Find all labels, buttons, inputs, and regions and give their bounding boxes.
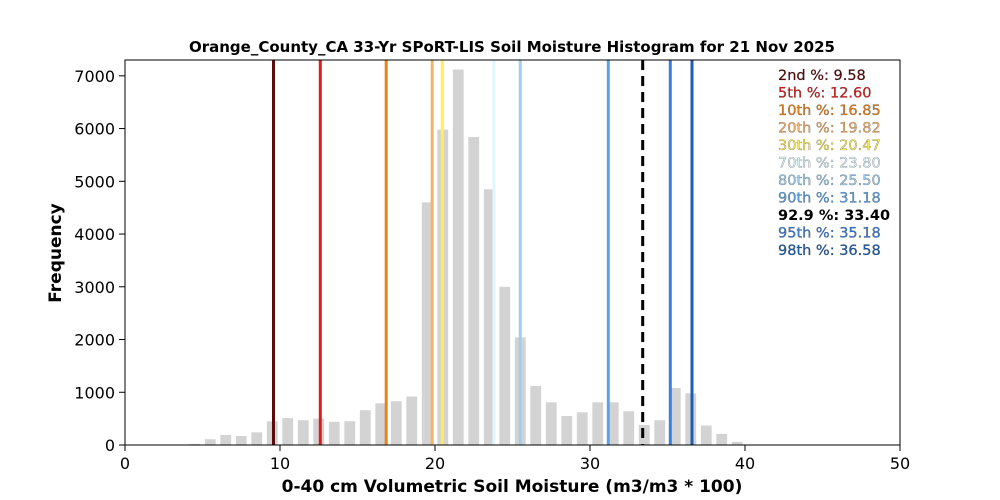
histogram-bar <box>390 401 402 445</box>
histogram-bar <box>313 418 325 445</box>
plot-frame <box>124 59 901 446</box>
histogram-bar <box>235 436 247 445</box>
x-tick-label: 50 <box>890 454 910 473</box>
histogram-bar <box>220 434 232 445</box>
y-axis-title: Frequency <box>46 203 66 303</box>
legend-entry: 92.9 %: 33.40 <box>778 208 890 224</box>
histogram-bar <box>669 388 681 445</box>
x-tick-label: 30 <box>580 454 600 473</box>
percentile-lines-layer <box>271 60 694 445</box>
legend-entry: 90th %: 31.18 <box>778 191 881 207</box>
histogram-bar <box>576 412 588 445</box>
legend-entry: 10th %: 16.85 <box>778 103 881 119</box>
histogram-bar <box>359 410 371 445</box>
histogram-bar <box>592 402 604 445</box>
legend-entry: 70th %: 23.80 <box>778 156 881 172</box>
legend-entry: 98th %: 36.58 <box>778 243 881 259</box>
histogram-bar <box>638 424 650 445</box>
histogram-bar <box>344 421 356 445</box>
x-tick-label: 40 <box>735 454 755 473</box>
x-axis-title: 0-40 cm Volumetric Soil Moisture (m3/m3 … <box>282 477 743 497</box>
histogram-bar <box>406 396 418 445</box>
histogram-bar <box>545 402 557 445</box>
y-axis-ticks: 0 1000 2000 3000 4000 5000 6000 7000 <box>74 67 125 455</box>
x-tick-label: 10 <box>270 454 290 473</box>
histogram-bar <box>421 202 433 445</box>
y-tick-label: 0 <box>105 436 115 455</box>
y-tick-label: 7000 <box>74 67 115 86</box>
y-tick-label: 2000 <box>74 331 115 350</box>
histogram-bar <box>530 385 542 445</box>
histogram-bar <box>700 425 712 445</box>
chart-title: Orange_County_CA 33-Yr SPoRT-LIS Soil Mo… <box>189 38 835 56</box>
x-tick-label: 20 <box>425 454 445 473</box>
histogram-bar <box>297 420 309 445</box>
legend-entry: 5th %: 12.60 <box>778 86 872 102</box>
histogram-bar <box>607 402 619 445</box>
histogram-bar <box>499 286 511 445</box>
histogram-bar <box>561 415 573 445</box>
histogram-bar <box>468 137 480 445</box>
y-tick-label: 4000 <box>74 225 115 244</box>
y-tick-label: 5000 <box>74 172 115 191</box>
legend-entry: 95th %: 35.18 <box>778 226 881 242</box>
histogram-bar <box>623 411 635 445</box>
y-tick-label: 3000 <box>74 278 115 297</box>
histogram-bar <box>375 403 387 445</box>
histogram-bar <box>189 443 201 445</box>
x-axis-ticks: 0 10 20 30 40 50 <box>120 445 910 473</box>
legend-entry: 20th %: 19.82 <box>778 121 881 137</box>
histogram-bar <box>483 189 495 445</box>
histogram-bar <box>204 439 216 445</box>
histogram-bar <box>328 421 340 445</box>
y-tick-label: 6000 <box>74 120 115 139</box>
legend-entry: 80th %: 25.50 <box>778 173 881 189</box>
histogram-bar <box>731 441 743 445</box>
legend-entry: 30th %: 20.47 <box>778 138 881 154</box>
histogram-bar <box>282 418 294 445</box>
legend-entry: 2nd %: 9.58 <box>778 68 866 84</box>
histogram-bar <box>716 433 728 445</box>
y-tick-label: 1000 <box>74 383 115 402</box>
histogram-bar <box>251 432 263 445</box>
histogram-bar <box>452 69 464 445</box>
x-tick-label: 0 <box>120 454 130 473</box>
histogram-bar <box>654 420 666 445</box>
